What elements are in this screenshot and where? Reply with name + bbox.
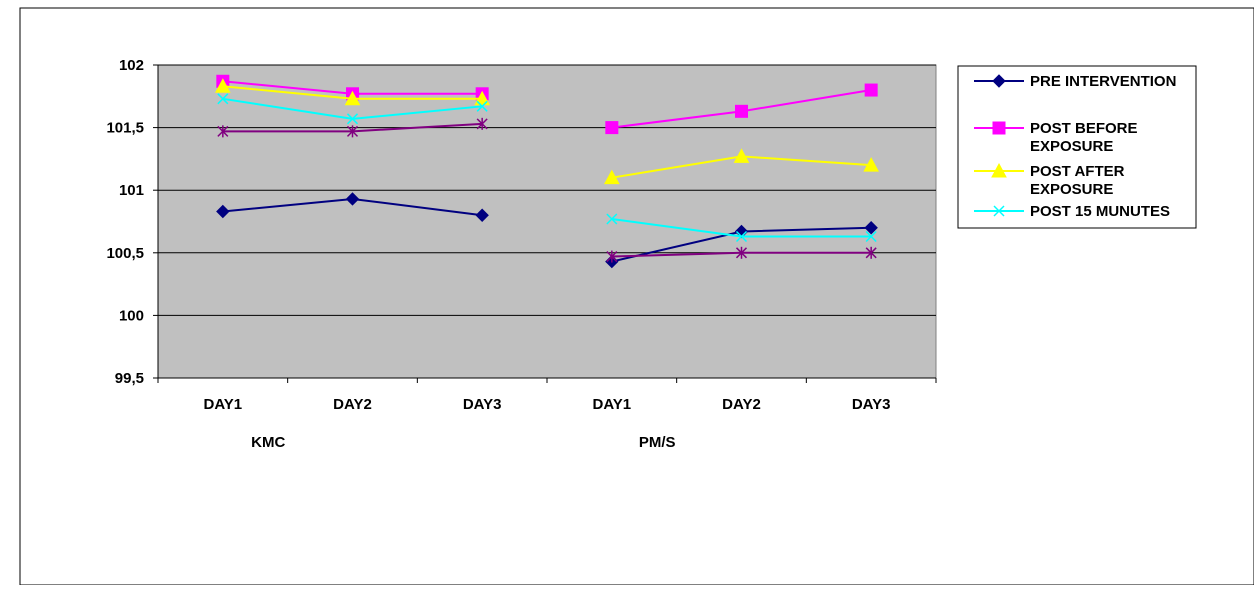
data-point (344, 90, 361, 106)
x-tick-label: DAY2 (333, 396, 372, 413)
y-tick-label: 99,5 (115, 370, 144, 387)
x-tick-label: DAY1 (204, 396, 243, 413)
category-group-labels: KMC PM/S (251, 434, 675, 451)
data-point (735, 104, 748, 118)
x-tick-label: DAY3 (463, 396, 502, 413)
legend: PRE INTERVENTION POST BEFORE EXPOSURE POST … (974, 73, 1176, 220)
series-4 (217, 117, 877, 263)
data-point (603, 169, 620, 185)
data-point (606, 213, 618, 225)
x-tick-labels: DAY1 DAY2 DAY3 DAY1 DAY2 DAY3 (204, 396, 891, 413)
legend-item: PRE INTERVENTION (974, 73, 1176, 90)
data-point (733, 148, 750, 163)
legend-item: POST AFTER EXPOSURE (974, 162, 1125, 198)
legend-marker (993, 205, 1005, 217)
data-point (865, 246, 877, 259)
data-point (474, 90, 491, 106)
y-tick-label: 102 (119, 57, 144, 74)
series-lines (214, 74, 880, 269)
data-point (345, 192, 360, 206)
legend-marker (992, 121, 1006, 135)
legend-label: POST AFTER EXPOSURE (1030, 163, 1125, 198)
data-point (216, 204, 230, 219)
y-tick-label: 100,5 (106, 245, 144, 262)
legend-label: POST BEFORE EXPOSURE (1030, 120, 1138, 155)
y-tick-label: 101 (119, 182, 144, 199)
y-tick-labels: 99,5 100 100,5 101 101,5 102 (106, 57, 144, 387)
x-tick-label: DAY3 (852, 396, 891, 413)
data-point (217, 125, 229, 138)
group-label: KMC (251, 434, 285, 451)
data-point (217, 93, 229, 105)
series-2 (214, 78, 880, 185)
data-point (475, 208, 489, 222)
y-tick-label: 101,5 (106, 120, 144, 137)
data-point (476, 117, 488, 130)
group-label: PM/S (639, 434, 676, 451)
data-point (476, 100, 488, 112)
plot-area (157, 64, 937, 379)
data-point (605, 121, 619, 135)
legend-label: POST 15 MUNUTES (1030, 203, 1170, 220)
data-point (864, 83, 878, 97)
series-3 (217, 93, 877, 243)
data-point (735, 246, 748, 259)
data-point (606, 250, 618, 263)
data-point (735, 230, 748, 243)
legend-item: POST BEFORE EXPOSURE (974, 120, 1138, 155)
axes (153, 64, 937, 383)
data-point (863, 157, 880, 172)
data-point (864, 221, 878, 235)
legend-item: POST 15 MUNUTES (974, 203, 1170, 220)
legend-marker (992, 74, 1006, 88)
x-tick-label: DAY1 (593, 396, 632, 413)
legend-label: PRE INTERVENTION (1030, 73, 1176, 90)
data-point (214, 78, 231, 93)
x-tick-label: DAY2 (722, 396, 761, 413)
data-point (346, 113, 359, 125)
data-point (865, 230, 877, 243)
y-tick-label: 100 (119, 307, 144, 324)
data-point (346, 125, 359, 138)
legend-box (957, 65, 1197, 229)
legend-marker (991, 162, 1007, 178)
